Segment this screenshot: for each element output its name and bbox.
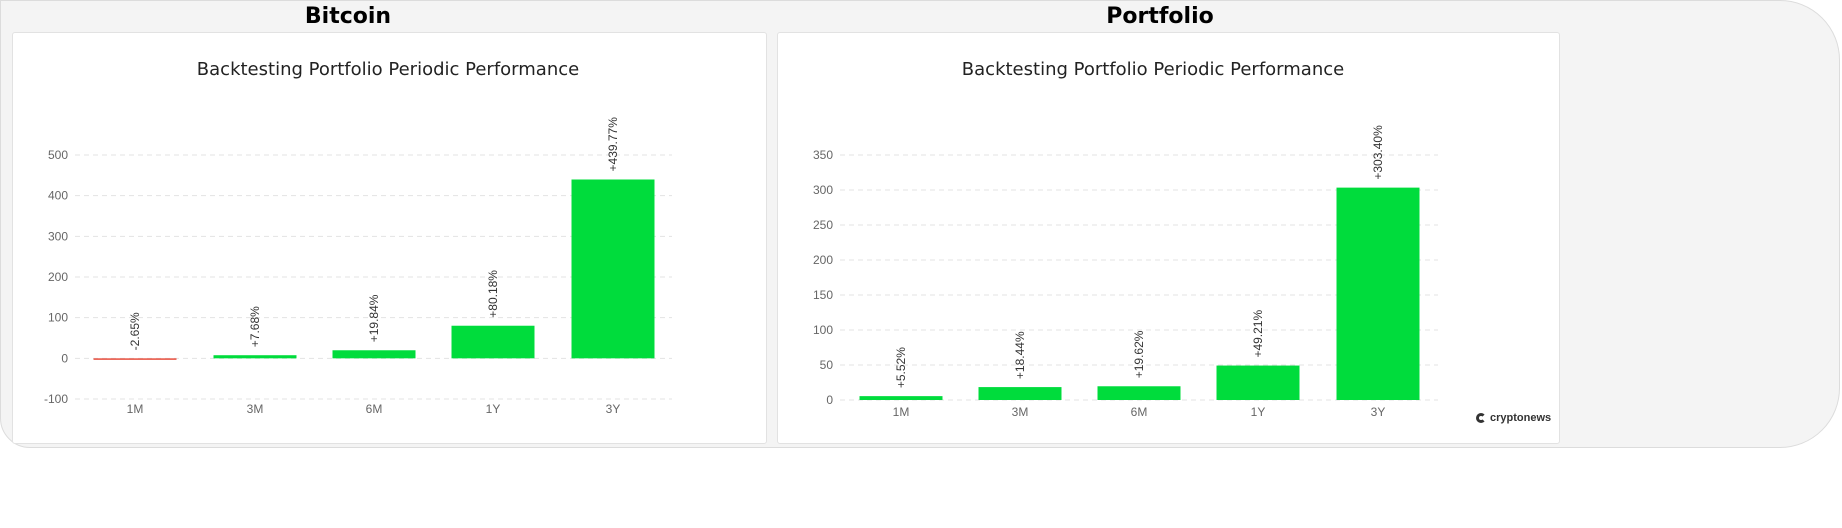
y-tick-label: -100 — [44, 392, 68, 406]
brand-name: cryptonews — [1490, 412, 1552, 424]
x-tick-label: 3Y — [1371, 405, 1386, 419]
y-tick-label: 300 — [813, 183, 833, 197]
data-label: +303.40% — [1371, 125, 1385, 180]
data-label: +49.21% — [1251, 310, 1265, 358]
y-tick-label: 0 — [61, 351, 68, 365]
y-tick-label: 300 — [48, 229, 68, 243]
cryptonews-logo-icon — [1476, 413, 1486, 423]
chart-title: Backtesting Portfolio Periodic Performan… — [197, 59, 579, 80]
x-tick-label: 6M — [1131, 405, 1148, 419]
y-tick-label: 0 — [826, 393, 833, 407]
y-tick-label: 200 — [48, 270, 68, 284]
bar-1M — [93, 358, 177, 360]
y-tick-label: 100 — [48, 311, 68, 325]
y-tick-label: 50 — [820, 358, 834, 372]
y-tick-label: 200 — [813, 253, 833, 267]
x-tick-label: 3M — [1012, 405, 1029, 419]
y-tick-label: 250 — [813, 218, 833, 232]
data-label: +439.77% — [606, 117, 620, 172]
y-tick-label: 150 — [813, 288, 833, 302]
data-label: +7.68% — [248, 306, 262, 347]
y-tick-label: 100 — [813, 323, 833, 337]
bar-3M — [213, 355, 297, 359]
data-label: +5.52% — [894, 347, 908, 388]
x-tick-label: 1Y — [486, 402, 501, 416]
bitcoin-heading: Bitcoin — [304, 4, 392, 29]
data-label: +18.44% — [1013, 331, 1027, 379]
bar-6M — [1097, 386, 1181, 400]
bar-3M — [978, 387, 1062, 400]
bar-6M — [332, 350, 416, 359]
data-label: +19.84% — [367, 294, 381, 342]
bar-3Y — [571, 179, 655, 359]
brand-logo: cryptonews — [1476, 412, 1551, 424]
x-tick-label: 3Y — [606, 402, 621, 416]
x-tick-label: 1M — [127, 402, 144, 416]
y-tick-label: 400 — [48, 189, 68, 203]
bar-3Y — [1336, 187, 1420, 400]
x-tick-label: 6M — [366, 402, 383, 416]
bar-1M — [859, 396, 943, 400]
portfolio-chart-card — [777, 32, 1560, 444]
x-tick-label: 1Y — [1251, 405, 1266, 419]
portfolio-heading: Portfolio — [1106, 4, 1214, 29]
y-tick-label: 500 — [48, 148, 68, 162]
chart-title: Backtesting Portfolio Periodic Performan… — [962, 59, 1344, 80]
x-tick-label: 1M — [893, 405, 910, 419]
data-label: +80.18% — [486, 270, 500, 318]
data-label: +19.62% — [1132, 330, 1146, 378]
bar-1Y — [1216, 365, 1300, 400]
x-tick-label: 3M — [247, 402, 264, 416]
bar-1Y — [451, 325, 535, 359]
data-label: -2.65% — [128, 312, 142, 350]
y-tick-label: 350 — [813, 148, 833, 162]
